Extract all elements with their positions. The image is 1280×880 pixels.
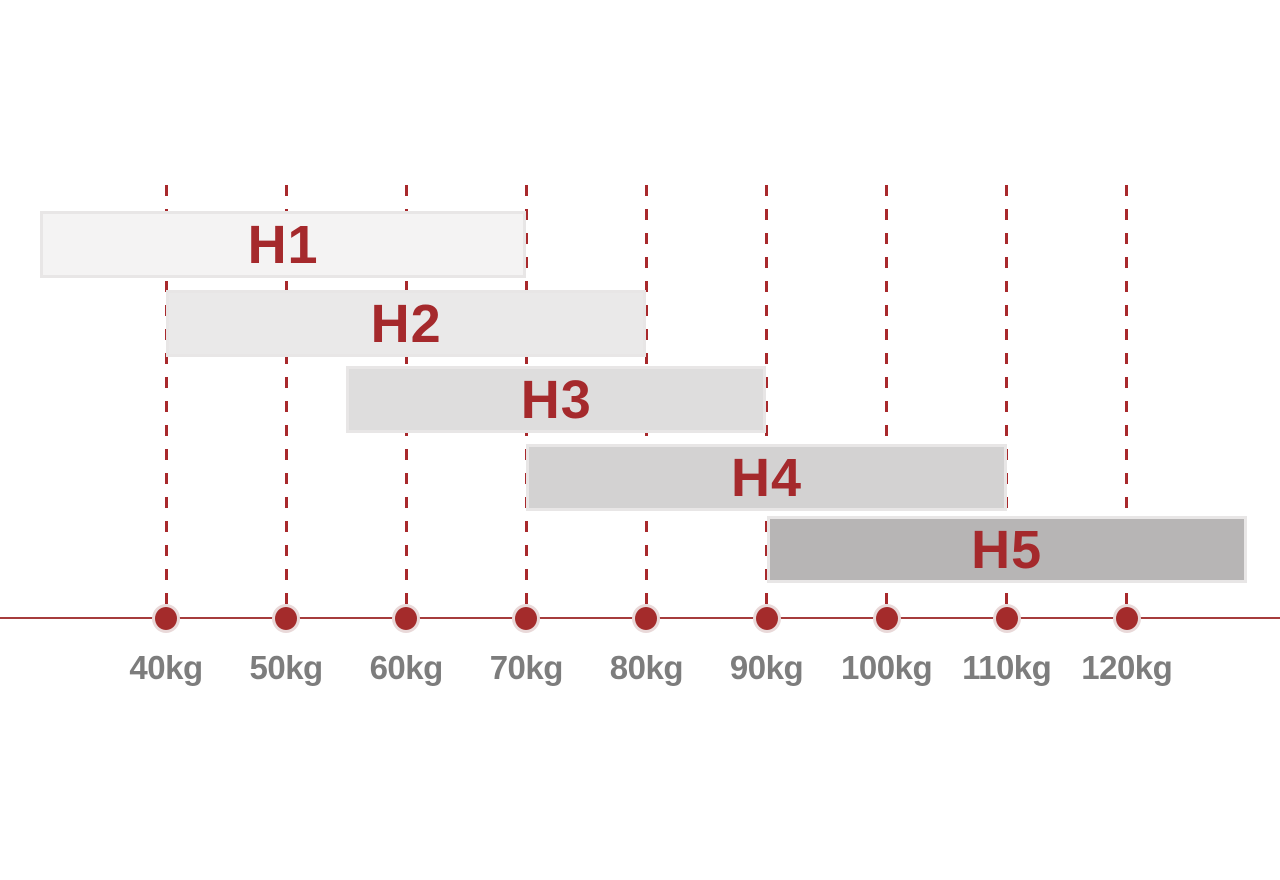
tick-label-40kg: 40kg xyxy=(129,649,203,686)
range-bar-H3: H3 xyxy=(346,366,767,433)
range-bar-H5: H5 xyxy=(766,516,1247,583)
gridline-100kg xyxy=(885,185,889,612)
gridline-40kg xyxy=(164,185,168,612)
range-bar-H2: H2 xyxy=(166,290,647,357)
axis-dot-120kg xyxy=(1115,606,1138,630)
bar-label-H4: H4 xyxy=(730,447,802,508)
tick-label-50kg: 50kg xyxy=(249,649,323,686)
axis-dot-110kg xyxy=(995,606,1018,630)
bar-label-H1: H1 xyxy=(247,214,319,275)
bar-label-H3: H3 xyxy=(520,369,592,430)
axis-dot-70kg xyxy=(515,606,538,630)
axis-dot-90kg xyxy=(755,606,778,630)
axis-dot-60kg xyxy=(395,606,418,630)
range-bar-H1: H1 xyxy=(39,211,527,278)
gridline-110kg xyxy=(1005,185,1009,612)
axis-dot-100kg xyxy=(875,606,898,630)
range-bar-H4: H4 xyxy=(526,444,1007,511)
tick-label-60kg: 60kg xyxy=(369,649,444,686)
bar-label-H5: H5 xyxy=(971,519,1043,580)
gridline-90kg xyxy=(765,185,768,612)
axis-dot-40kg xyxy=(155,606,177,630)
axis-dot-50kg xyxy=(275,606,298,630)
tick-label-110kg: 110kg xyxy=(962,649,1052,686)
tick-label-100kg: 100kg xyxy=(841,649,933,686)
tick-label-70kg: 70kg xyxy=(489,649,564,686)
tick-label-120kg: 120kg xyxy=(1081,649,1173,686)
tick-label-90kg: 90kg xyxy=(729,649,804,686)
axis-dot-80kg xyxy=(635,606,658,630)
gridline-50kg xyxy=(284,185,288,612)
tick-label-80kg: 80kg xyxy=(609,649,684,686)
bar-label-H2: H2 xyxy=(370,293,442,354)
gridline-120kg xyxy=(1125,185,1129,612)
